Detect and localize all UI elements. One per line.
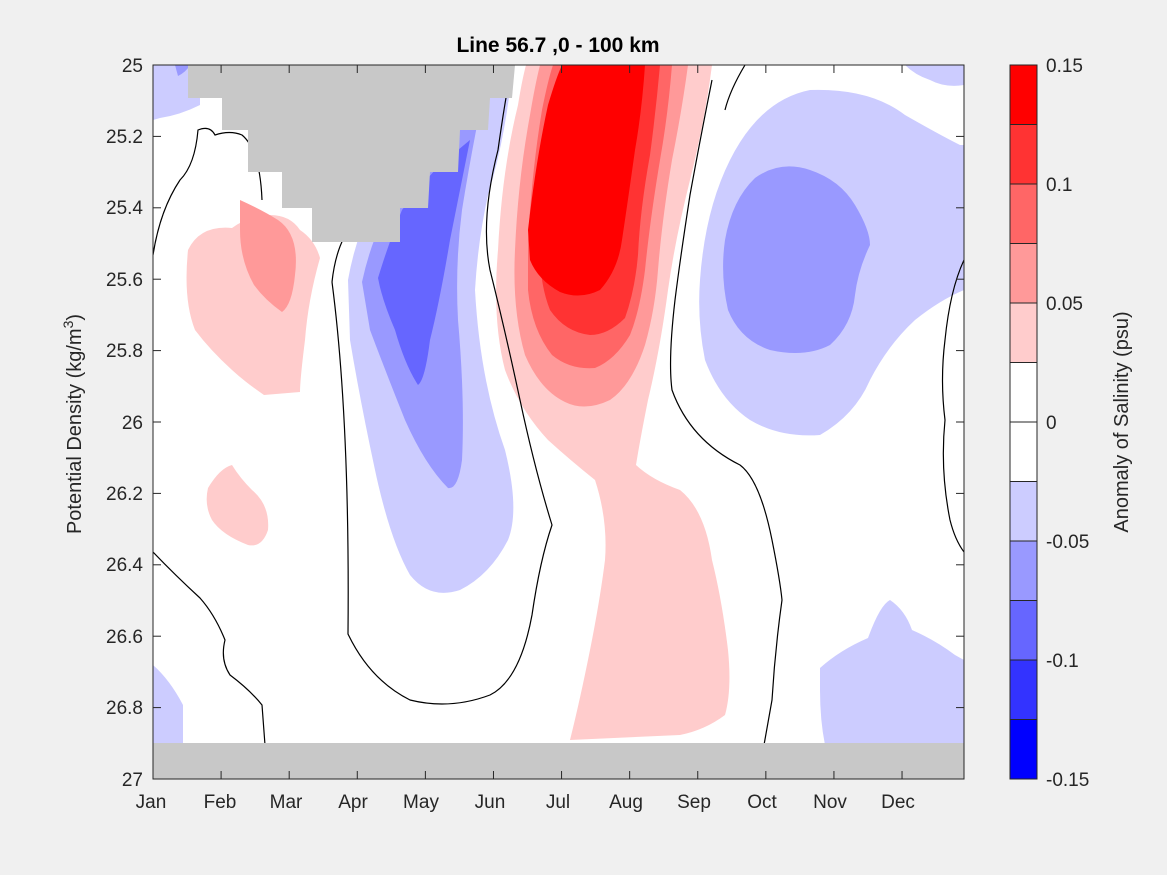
colorbar-tick-label: 0	[1046, 413, 1057, 434]
colorbar-segment	[1010, 243, 1037, 303]
colorbar-segment	[1010, 719, 1037, 779]
contour-fill-pos-jul-aug-5	[528, 65, 645, 296]
y-axis-label-end: )	[64, 314, 86, 321]
contour-fill-neg-top-right	[905, 65, 964, 86]
x-tick-label: Sep	[677, 792, 711, 813]
x-tick-label: Aug	[609, 792, 643, 813]
colorbar-tick-label: -0.05	[1046, 532, 1089, 553]
x-tick-label: Dec	[881, 792, 915, 813]
y-tick-label: 26.8	[106, 698, 143, 719]
contour-fill-pos-feb-mar-inner	[240, 200, 296, 312]
x-tick-label: Nov	[813, 792, 847, 813]
contour-fill-neg-nov-dec-deep	[820, 600, 964, 745]
colorbar-tick-label: -0.15	[1046, 770, 1089, 791]
contour-fill-neg-bottom-left	[153, 665, 183, 745]
colorbar-tick-label: -0.1	[1046, 651, 1079, 672]
zero-contour-6	[724, 65, 746, 111]
colorbar-segment	[1010, 481, 1037, 541]
colorbar-segment	[1010, 65, 1037, 125]
colorbar-tick-label: 0.05	[1046, 294, 1083, 315]
contour-field	[153, 65, 964, 779]
zero-contour-5	[669, 79, 783, 746]
colorbar-segment	[1010, 541, 1037, 601]
colorbar-segment	[1010, 660, 1037, 720]
x-tick-label: Jan	[136, 792, 167, 813]
y-tick-label: 25	[122, 56, 143, 77]
y-axis-label: Potential Density (kg/m3)	[60, 314, 86, 534]
missing-data-top	[188, 65, 515, 242]
y-tick-label: 27	[122, 770, 143, 791]
zero-contour-1	[153, 127, 263, 256]
colorbar-ticks	[1010, 124, 1037, 780]
colorbar-segment	[1010, 600, 1037, 660]
colorbar-tick-label: 0.1	[1046, 175, 1072, 196]
y-tick-label: 26	[122, 413, 143, 434]
contour-fill-neg-sep-nov-2	[723, 166, 870, 354]
zero-contour-2	[153, 551, 266, 746]
colorbar-segment	[1010, 303, 1037, 363]
colorbar-tick-label: 0.15	[1046, 56, 1083, 77]
zero-contour-4	[331, 65, 553, 705]
contour-fill-neg-apr-jun-3	[378, 140, 470, 385]
y-tick-marks	[153, 64, 964, 780]
x-tick-label: Feb	[204, 792, 237, 813]
y-axis-label-main: Potential Density (kg/m	[64, 328, 86, 534]
y-tick-label: 25.6	[106, 270, 143, 291]
x-tick-labels: Jan Feb Mar Apr May Jun Jul Aug Sep Oct …	[136, 792, 915, 813]
y-tick-label: 26.6	[106, 627, 143, 648]
x-tick-marks	[152, 65, 903, 779]
x-tick-label: May	[403, 792, 439, 813]
y-tick-label: 25.2	[106, 127, 143, 148]
colorbar-label: Anomaly of Salinity (psu)	[1111, 311, 1133, 532]
y-axis-label-sup: 3	[60, 320, 76, 328]
zero-contours	[153, 65, 964, 746]
colorbar-tick-labels: 0.15 0.1 0.05 0 -0.05 -0.1 -0.15	[1046, 56, 1089, 791]
colorbar	[1010, 65, 1037, 779]
colorbar-segment	[1010, 124, 1037, 184]
missing-data-bottom	[153, 743, 964, 779]
y-tick-label: 26.2	[106, 484, 143, 505]
x-tick-label: Jul	[546, 792, 570, 813]
y-tick-labels: 25 25.2 25.4 25.6 25.8 26 26.2 26.4 26.6…	[106, 56, 143, 791]
chart-title: Line 56.7 ,0 - 100 km	[456, 34, 659, 57]
y-tick-label: 26.4	[106, 555, 143, 576]
colorbar-segment	[1010, 362, 1037, 422]
x-tick-label: Oct	[747, 792, 777, 813]
zero-contour-7	[941, 259, 964, 553]
colorbar-segment	[1010, 184, 1037, 244]
y-tick-label: 25.4	[106, 198, 143, 219]
x-tick-label: Jun	[475, 792, 506, 813]
contour-fill-neg-top-left-2	[175, 65, 190, 76]
y-tick-label: 25.8	[106, 341, 143, 362]
colorbar-segment	[1010, 422, 1037, 482]
contour-fill-pos-blob	[206, 465, 269, 546]
x-tick-label: Mar	[270, 792, 303, 813]
x-tick-label: Apr	[338, 792, 368, 813]
